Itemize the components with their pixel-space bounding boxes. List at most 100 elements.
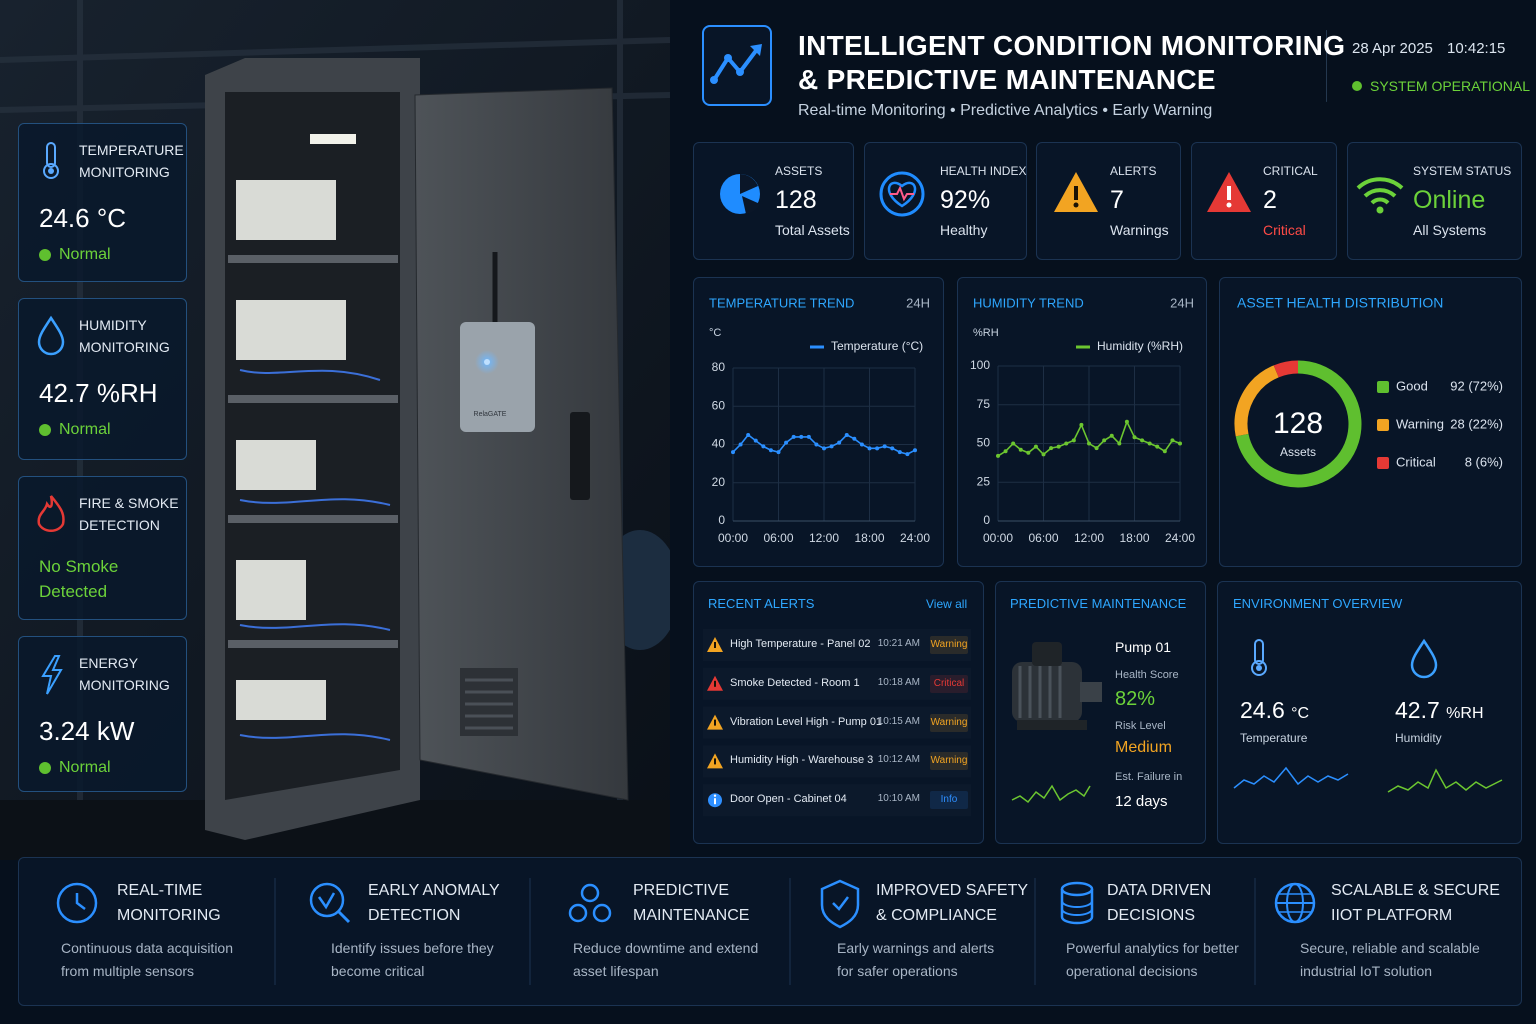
donut-segment [1273, 360, 1299, 378]
data-point [746, 432, 751, 437]
side-icon [43, 142, 59, 179]
view-all-link[interactable]: View all [926, 597, 968, 611]
feature-desc: asset lifespan [573, 963, 659, 979]
feature-icon [56, 882, 98, 924]
data-point [1147, 441, 1152, 446]
data-point [731, 450, 735, 455]
legend-value: 92 (72%) [1450, 378, 1503, 393]
chart-title: ASSET HEALTH DISTRIBUTION [1237, 295, 1443, 311]
kpi-label: ASSETS [775, 164, 823, 178]
feature-desc: Powerful analytics for better [1066, 940, 1239, 956]
card-title: MONITORING [79, 677, 170, 693]
alert-time: 10:15 AM [877, 715, 920, 727]
donut-total-label: Assets [1280, 445, 1316, 459]
metric-label: Health Score [1115, 669, 1179, 681]
data-point [913, 448, 917, 453]
data-point [1071, 438, 1076, 443]
kpi-value: Online [1413, 186, 1485, 215]
feature-icon [1274, 882, 1316, 924]
y-tick-label: 50 [977, 436, 991, 450]
data-point [806, 434, 811, 439]
sparkline [1011, 784, 1091, 804]
card-title: MONITORING [79, 164, 170, 180]
features-panel [18, 857, 1522, 1006]
value-number: 82 [1115, 688, 1138, 710]
card-value: 42.7 %RH [39, 378, 158, 409]
data-point [1003, 449, 1008, 454]
kpi-card [864, 142, 1027, 260]
kpi-icon [1356, 177, 1404, 214]
donut-total: 128 [1273, 407, 1323, 440]
value-number: 2 [1263, 186, 1277, 214]
feature-desc: operational decisions [1066, 963, 1198, 979]
feature-desc: Secure, reliable and scalable [1300, 940, 1480, 956]
kpi-value: 92% [940, 186, 990, 215]
health-score: 82% [1115, 688, 1155, 711]
chart-panel [693, 277, 944, 567]
env-icon [1251, 639, 1267, 676]
system-status: SYSTEM OPERATIONAL [1370, 78, 1530, 94]
data-point [859, 442, 864, 447]
failure-days: 12 days [1115, 793, 1168, 810]
alert-icon [707, 637, 723, 652]
y-tick-label: 0 [718, 513, 725, 527]
kpi-label: SYSTEM STATUS [1413, 164, 1512, 178]
kpi-card [693, 142, 854, 260]
data-point [844, 432, 849, 437]
data-point [784, 440, 789, 445]
x-tick-label: 18:00 [1119, 531, 1149, 545]
alert-time: 10:18 AM [877, 676, 920, 688]
value-number: 92 [940, 186, 968, 214]
feature-title: MAINTENANCE [633, 907, 750, 924]
card-value: 24.6 °C [39, 203, 126, 234]
value-unit: days [1135, 793, 1168, 810]
x-tick-label: 06:00 [1028, 531, 1058, 545]
value-unit: °C [1291, 705, 1310, 722]
legend-label: Good [1396, 378, 1428, 393]
data-point [1033, 444, 1038, 449]
feature-title: & COMPLIANCE [876, 907, 997, 924]
x-tick-label: 24:00 [1165, 531, 1195, 545]
legend-value: 28 (22%) [1450, 416, 1503, 431]
logo-icon [710, 44, 762, 84]
chart-panel [957, 277, 1207, 567]
env-label: Temperature [1240, 731, 1308, 745]
pump-image [1012, 642, 1102, 730]
data-point [905, 452, 910, 457]
panel-title: ENVIRONMENT OVERVIEW [1233, 596, 1403, 611]
data-point [1132, 435, 1137, 440]
divider [1326, 30, 1327, 102]
value-number: 3.24 [39, 716, 90, 746]
alert-time: 10:21 AM [877, 638, 920, 649]
card-title: HUMIDITY [79, 317, 147, 333]
card-status: No Smoke Detected [39, 557, 119, 601]
kpi-icon [1207, 172, 1251, 212]
kpi-label: HEALTH INDEX [940, 164, 1027, 178]
title-line: & PREDICTIVE MAINTENANCE [798, 64, 1216, 95]
data-point [996, 453, 1000, 458]
alert-icon [707, 753, 723, 769]
feature-icon [309, 882, 351, 924]
data-point [1109, 433, 1114, 438]
card-title: TEMPERATURE [79, 142, 184, 158]
data-point [1056, 444, 1061, 449]
chart-title: HUMIDITY TREND [973, 295, 1084, 310]
alert-badge: Critical [930, 674, 968, 693]
alert-icon [707, 675, 723, 691]
kpi-caption: All Systems [1413, 222, 1487, 238]
value-number: 128 [775, 186, 817, 214]
feature-title: EARLY ANOMALY [368, 882, 500, 899]
data-point [1140, 438, 1145, 443]
kpi-icon [1054, 172, 1098, 212]
card-value: 3.24 kW [39, 716, 134, 747]
chart-range: 24H [906, 295, 930, 310]
data-point [1087, 441, 1091, 446]
data-point [867, 446, 872, 451]
alert-icon [707, 714, 723, 730]
x-tick-label: 12:00 [1074, 531, 1104, 545]
metric-label: Risk Level [1115, 720, 1166, 732]
feature-title: DECISIONS [1107, 907, 1196, 924]
cabinet-photo: RelaGATE [0, 0, 670, 860]
x-tick-label: 12:00 [809, 531, 839, 545]
